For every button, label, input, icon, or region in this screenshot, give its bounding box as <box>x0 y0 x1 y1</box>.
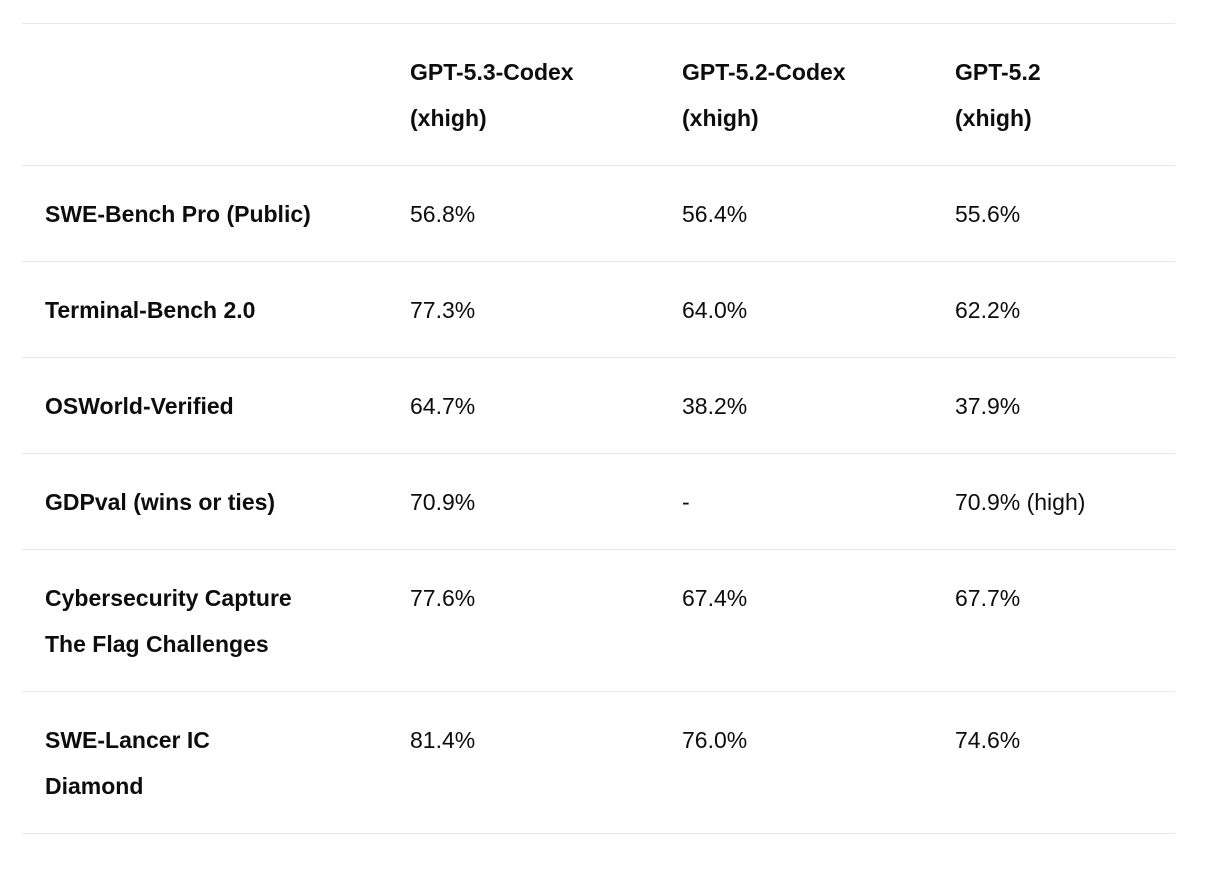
benchmark-value: 77.3% <box>410 297 476 323</box>
column-header-line: (xhigh) <box>682 105 759 131</box>
benchmark-label: Terminal-Bench 2.0 <box>22 262 410 357</box>
benchmark-label-line: Terminal-Bench 2.0 <box>45 297 256 323</box>
benchmark-table: GPT-5.3-Codex (xhigh) GPT-5.2-Codex (xhi… <box>22 23 1175 834</box>
benchmark-row-swe-bench-pro: SWE-Bench Pro (Public) 56.8% 56.4% 55.6% <box>22 165 1175 261</box>
benchmark-value: 67.4% <box>682 585 748 611</box>
benchmark-value: 76.0% <box>682 727 748 753</box>
column-header-line: (xhigh) <box>955 105 1032 131</box>
benchmark-row-osworld-verified: OSWorld-Verified 64.7% 38.2% 37.9% <box>22 357 1175 453</box>
benchmark-value: 67.7% <box>955 585 1021 611</box>
benchmark-value: 64.7% <box>410 393 476 419</box>
benchmark-row-gdpval: GDPval (wins or ties) 70.9% - 70.9% (hig… <box>22 453 1175 549</box>
benchmark-label-line: GDPval (wins or ties) <box>45 489 276 515</box>
benchmark-label: OSWorld-Verified <box>22 358 410 453</box>
benchmark-label: GDPval (wins or ties) <box>22 454 410 549</box>
benchmark-value: - <box>682 489 690 515</box>
benchmark-value: 55.6% <box>955 201 1021 227</box>
table-header-row: GPT-5.3-Codex (xhigh) GPT-5.2-Codex (xhi… <box>22 23 1175 165</box>
benchmark-label-line: OSWorld-Verified <box>45 393 234 419</box>
benchmark-value: 70.9% <box>410 489 476 515</box>
benchmark-label-line: SWE-Bench Pro (Public) <box>45 201 311 227</box>
column-header-line: GPT-5.3-Codex <box>410 59 574 85</box>
column-header-gpt-5-2-codex: GPT-5.2-Codex (xhigh) <box>682 24 955 165</box>
benchmark-label: SWE-Lancer IC Diamond <box>22 692 410 833</box>
benchmark-value: 70.9% (high) <box>955 489 1086 515</box>
benchmark-value: 74.6% <box>955 727 1021 753</box>
benchmark-row-terminal-bench: Terminal-Bench 2.0 77.3% 64.0% 62.2% <box>22 261 1175 357</box>
column-header-gpt-5-3-codex: GPT-5.3-Codex (xhigh) <box>410 24 682 165</box>
benchmark-value: 64.0% <box>682 297 748 323</box>
benchmark-value: 81.4% <box>410 727 476 753</box>
benchmark-label-line: Diamond <box>45 773 144 799</box>
benchmark-column-header <box>22 24 410 165</box>
benchmark-value: 56.4% <box>682 201 748 227</box>
benchmark-label-line: Cybersecurity Capture <box>45 585 292 611</box>
benchmark-label: Cybersecurity Capture The Flag Challenge… <box>22 550 410 691</box>
benchmark-value: 37.9% <box>955 393 1021 419</box>
benchmark-value: 62.2% <box>955 297 1021 323</box>
benchmark-row-swe-lancer-ic-diamond: SWE-Lancer IC Diamond 81.4% 76.0% 74.6% <box>22 691 1175 833</box>
benchmark-row-cybersecurity-ctf: Cybersecurity Capture The Flag Challenge… <box>22 549 1175 691</box>
column-header-line: (xhigh) <box>410 105 487 131</box>
column-header-line: GPT-5.2 <box>955 59 1041 85</box>
benchmark-value: 56.8% <box>410 201 476 227</box>
benchmark-label: SWE-Bench Pro (Public) <box>22 166 410 261</box>
column-header-line: GPT-5.2-Codex <box>682 59 846 85</box>
benchmark-value: 38.2% <box>682 393 748 419</box>
column-header-gpt-5-2: GPT-5.2 (xhigh) <box>955 24 1175 165</box>
benchmark-label-line: The Flag Challenges <box>45 631 269 657</box>
benchmark-label-line: SWE-Lancer IC <box>45 727 210 753</box>
benchmark-value: 77.6% <box>410 585 476 611</box>
